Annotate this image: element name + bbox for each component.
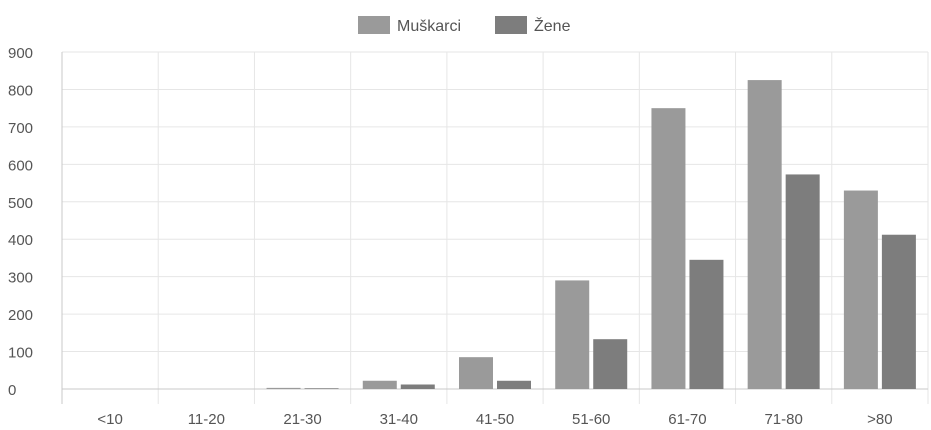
legend-item-zene[interactable]: Žene: [495, 16, 571, 35]
y-tick-label-0: 0: [8, 382, 16, 399]
bar-series-1-cat-3[interactable]: [400, 384, 435, 389]
legend-swatch-muskarci: [358, 16, 390, 34]
x-tick-label-1: 11-20: [188, 411, 225, 428]
bar-series-1-cat-4[interactable]: [497, 380, 531, 389]
x-tick-label-6: 61-70: [668, 411, 706, 428]
bar-series-0-cat-7[interactable]: [747, 80, 782, 389]
bar-series-0-cat-4[interactable]: [459, 357, 493, 389]
y-axis-ticks: 0 100 200 300 400 500 600 700 800 900: [8, 45, 33, 399]
y-tick-label-300: 300: [8, 270, 33, 287]
y-tick-label-400: 400: [8, 232, 33, 249]
bar-series-1-cat-5[interactable]: [593, 339, 628, 389]
y-tick-label-900: 900: [8, 45, 33, 62]
bar-series-1-cat-7[interactable]: [785, 174, 820, 389]
y-tick-label-600: 600: [8, 157, 33, 174]
legend-label-zene: Žene: [534, 16, 571, 35]
bar-series-0-cat-2[interactable]: [266, 387, 301, 389]
x-tick-label-5: 51-60: [572, 411, 610, 428]
legend-label-muskarci: Muškarci: [397, 18, 461, 35]
x-axis-ticks: <10 11-20 21-30 31-40 41-50 51-60 61-70 71-80 >8…: [97, 411, 892, 428]
y-tick-label-800: 800: [8, 82, 33, 99]
x-tick-label-7: 71-80: [764, 411, 802, 428]
bar-series-1-cat-8[interactable]: [881, 234, 916, 389]
x-tick-label-3: 31-40: [380, 411, 418, 428]
bar-series-0-cat-8[interactable]: [843, 190, 878, 389]
chart-grid: [61, 51, 929, 404]
bar-series-0-cat-6[interactable]: [651, 108, 686, 390]
y-tick-label-700: 700: [8, 120, 33, 137]
bar-series-0-cat-5[interactable]: [555, 280, 590, 389]
chart-bars: [266, 80, 916, 390]
y-tick-label-500: 500: [8, 195, 33, 212]
legend-swatch-zene: [495, 16, 527, 34]
bar-series-0-cat-3[interactable]: [362, 380, 397, 389]
y-tick-label-200: 200: [8, 307, 33, 324]
y-tick-label-100: 100: [8, 345, 33, 362]
chart-legend[interactable]: Muškarci Žene: [358, 16, 571, 35]
x-tick-label-8: >80: [867, 411, 892, 428]
x-tick-label-4: 41-50: [476, 411, 514, 428]
legend-item-muskarci[interactable]: Muškarci: [358, 16, 461, 35]
bar-series-1-cat-6[interactable]: [689, 259, 724, 389]
x-tick-label-2: 21-30: [283, 411, 321, 428]
x-tick-label-0: <10: [97, 411, 122, 428]
bar-series-1-cat-2[interactable]: [304, 388, 339, 389]
